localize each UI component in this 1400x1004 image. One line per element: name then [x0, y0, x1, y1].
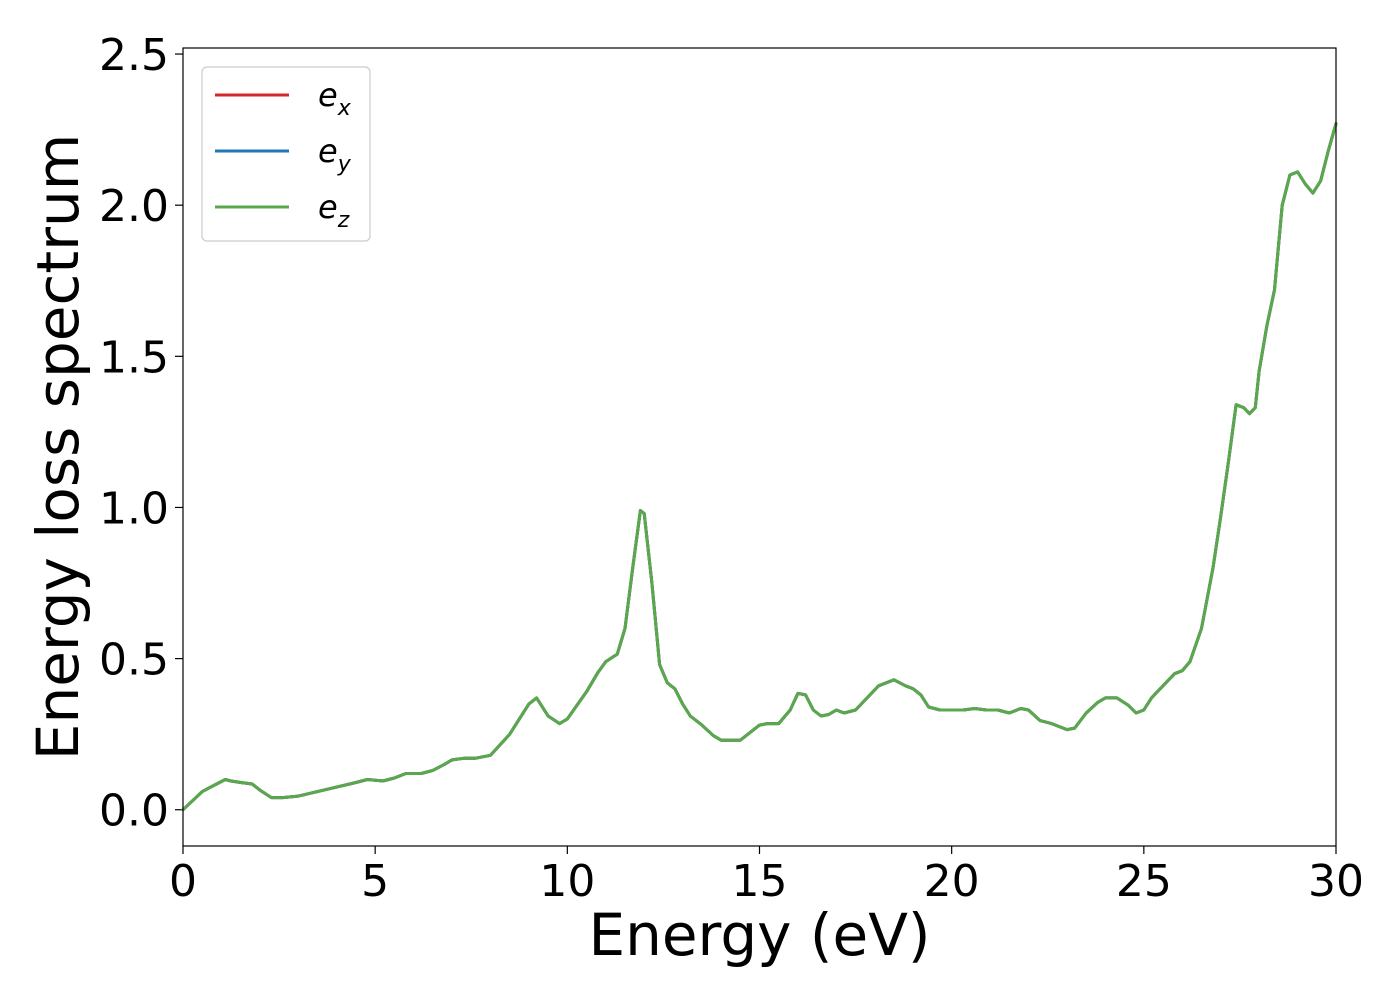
- y-tick-label: 0.5: [99, 635, 169, 686]
- legend-label-subscript: y: [337, 152, 352, 177]
- x-tick-label: 15: [732, 856, 788, 907]
- y-tick-label: 2.0: [99, 181, 169, 232]
- legend-box: [201, 66, 371, 242]
- tick-marks: [175, 53, 1337, 854]
- tick-labels: 0 5 10 15 20 25 30 0.0 0.5 1.0 1.5 2.0 2.5: [99, 30, 1364, 907]
- legend-label-ez: ez: [318, 188, 350, 233]
- legend-label-base: e: [318, 132, 338, 170]
- legend-label-base: e: [318, 76, 338, 114]
- y-tick-label: 2.5: [99, 30, 169, 81]
- legend-label-ey: ey: [318, 132, 352, 177]
- x-tick-label: 5: [361, 856, 389, 907]
- series-line-ez: [181, 122, 1338, 812]
- y-tick-label: 1.5: [99, 332, 169, 383]
- legend-label-base: e: [318, 188, 338, 226]
- series-lines: [181, 122, 1338, 812]
- x-tick-label: 0: [169, 856, 197, 907]
- x-tick-label: 25: [1116, 856, 1172, 907]
- x-tick-label: 30: [1308, 856, 1364, 907]
- y-tick-label: 1.0: [99, 483, 169, 534]
- y-tick-label: 0.0: [99, 786, 169, 837]
- y-axis-label: Energy loss spectrum: [24, 134, 92, 760]
- legend-label-ex: ex: [318, 76, 352, 121]
- x-tick-label: 10: [539, 856, 595, 907]
- legend-label-subscript: x: [337, 96, 352, 121]
- x-tick-label: 20: [924, 856, 980, 907]
- plot-frame: [182, 47, 1337, 847]
- x-axis-label: Energy (eV): [588, 901, 930, 969]
- legend-label-subscript: z: [337, 208, 350, 233]
